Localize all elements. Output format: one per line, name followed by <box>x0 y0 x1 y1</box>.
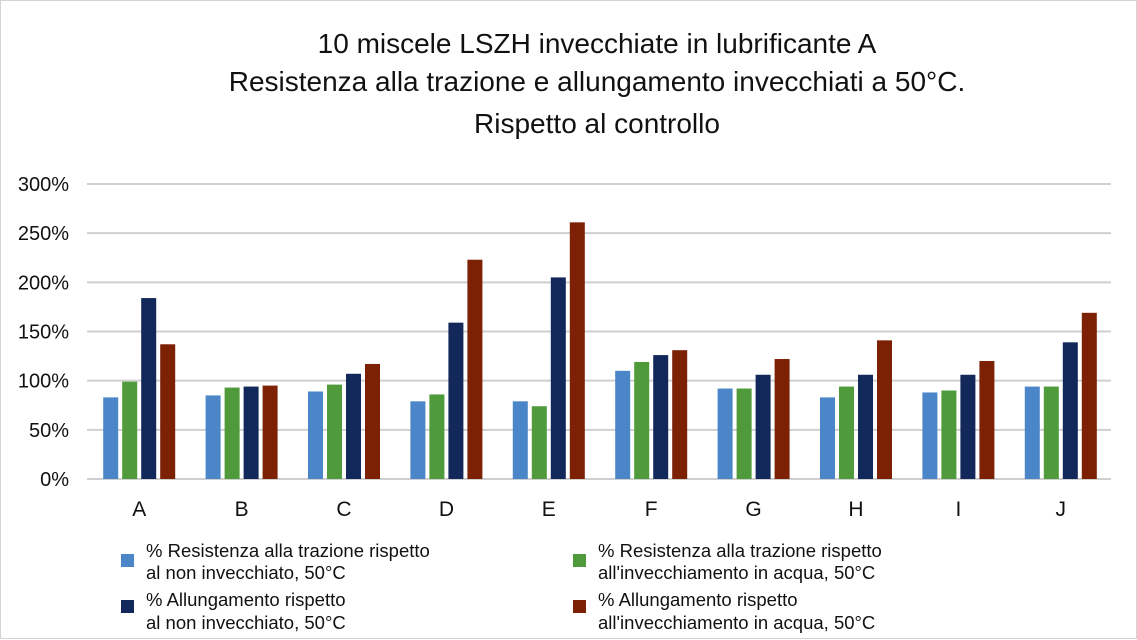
x-category-label-D: D <box>439 498 454 521</box>
bar-C-series-1 <box>308 391 323 479</box>
legend-swatch-series-1 <box>121 554 134 567</box>
legend-label-series-2-line-1: % Resistenza alla trazione rispetto <box>598 540 882 561</box>
bar-E-series-3 <box>550 277 566 479</box>
bar-F-series-1 <box>615 370 631 479</box>
y-tick-label-300: 300% <box>18 174 69 196</box>
bar-H-series-3 <box>858 374 873 479</box>
x-category-label-G: G <box>745 498 761 521</box>
chart-title: 10 miscele LSZH invecchiate in lubrifica… <box>229 28 966 139</box>
bar-B-series-2 <box>224 387 240 479</box>
bar-F-series-3 <box>653 355 669 479</box>
bar-J-series-3 <box>1062 342 1078 479</box>
legend-label-series-4-line-1: % Allungamento rispetto <box>598 589 798 610</box>
x-category-label-F: F <box>645 498 658 521</box>
title-line-3: Rispetto al controllo <box>474 108 720 139</box>
title-line-2: Resistenza alla trazione e allungamento … <box>229 66 966 97</box>
bar-D-series-2 <box>429 394 445 479</box>
x-category-label-B: B <box>235 498 249 521</box>
bar-H-series-1 <box>820 397 835 479</box>
gridlines <box>87 183 1111 480</box>
x-category-label-H: H <box>848 498 863 521</box>
x-category-label-A: A <box>132 498 146 521</box>
bar-D-series-1 <box>410 401 426 479</box>
bar-I-series-1 <box>922 392 938 479</box>
bars <box>103 222 1097 479</box>
legend-label-series-3-line-2: al non invecchiato, 50°C <box>146 612 346 633</box>
bar-I-series-4 <box>979 361 995 479</box>
title-line-1: 10 miscele LSZH invecchiate in lubrifica… <box>318 28 877 59</box>
bar-C-series-3 <box>346 373 361 479</box>
bar-A-series-4 <box>160 344 176 479</box>
y-tick-label-200: 200% <box>18 272 69 294</box>
y-tick-label-50: 50% <box>29 420 69 442</box>
bar-C-series-4 <box>365 363 380 479</box>
bar-E-series-4 <box>569 222 585 479</box>
bar-G-series-2 <box>736 388 752 479</box>
legend-label-series-4-line-2: all'invecchiamento in acqua, 50°C <box>598 612 875 633</box>
x-axis-categories: A B C D E F G H I J <box>132 498 1066 521</box>
bar-I-series-3 <box>960 374 976 479</box>
bar-G-series-1 <box>717 388 733 479</box>
bar-B-series-1 <box>205 395 221 479</box>
bar-J-series-4 <box>1081 312 1097 479</box>
bar-C-series-2 <box>327 384 342 479</box>
legend-label-series-3-line-1: % Allungamento rispetto <box>146 589 346 610</box>
y-tick-label-250: 250% <box>18 223 69 245</box>
x-category-label-I: I <box>955 498 961 521</box>
bar-E-series-2 <box>531 406 547 479</box>
bar-F-series-2 <box>634 361 650 479</box>
bar-E-series-1 <box>512 401 528 479</box>
y-tick-label-100: 100% <box>18 371 69 393</box>
y-tick-label-150: 150% <box>18 322 69 344</box>
bar-I-series-2 <box>941 390 957 479</box>
bar-H-series-2 <box>839 386 854 479</box>
bar-D-series-3 <box>448 322 464 479</box>
bar-J-series-1 <box>1024 386 1040 479</box>
legend-swatch-series-3 <box>121 600 134 613</box>
bar-A-series-2 <box>122 381 138 479</box>
bar-D-series-4 <box>467 259 483 479</box>
x-category-label-C: C <box>336 498 351 521</box>
bar-A-series-3 <box>141 298 157 479</box>
legend-label-series-2-line-2: all'invecchiamento in acqua, 50°C <box>598 562 875 583</box>
legend-label-series-1-line-1: % Resistenza alla trazione rispetto <box>146 540 430 561</box>
legend-swatch-series-2 <box>573 554 586 567</box>
x-category-label-E: E <box>542 498 556 521</box>
bar-G-series-3 <box>755 374 771 479</box>
bar-G-series-4 <box>774 359 790 479</box>
x-category-label-J: J <box>1056 498 1067 521</box>
y-tick-label-0: 0% <box>40 469 69 491</box>
y-axis-ticks: 0% 50% 100% 150% 200% 250% 300% <box>18 174 69 491</box>
bar-B-series-3 <box>243 386 259 479</box>
bar-B-series-4 <box>262 385 278 479</box>
legend-label-series-1-line-2: al non invecchiato, 50°C <box>146 562 346 583</box>
bar-H-series-4 <box>877 340 892 479</box>
bar-J-series-2 <box>1043 386 1059 479</box>
bar-F-series-4 <box>672 350 688 479</box>
bar-A-series-1 <box>103 397 119 479</box>
legend-swatch-series-4 <box>573 600 586 613</box>
